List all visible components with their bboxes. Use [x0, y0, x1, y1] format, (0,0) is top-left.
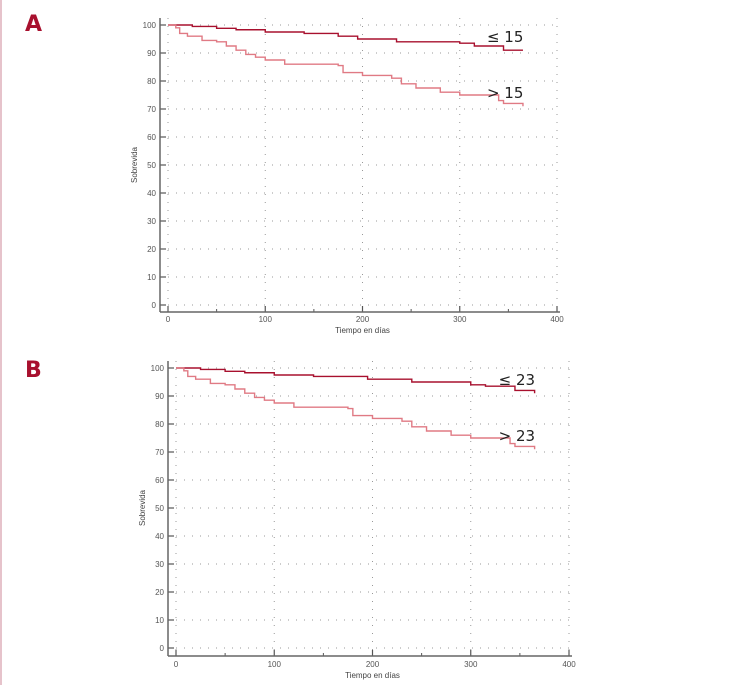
x-tick-label: 400	[562, 660, 576, 669]
y-tick-label: 80	[147, 77, 156, 86]
survival-curve-low	[176, 367, 536, 394]
panel-label-b: B	[25, 358, 42, 383]
y-tick-label: 70	[155, 448, 164, 457]
x-tick-label: 300	[464, 660, 478, 669]
survival-curve-low	[168, 24, 523, 51]
x-tick-label: 100	[259, 315, 273, 324]
x-tick-label: 200	[366, 660, 380, 669]
x-tick-label: 100	[268, 660, 282, 669]
y-tick-label: 50	[155, 504, 164, 513]
y-tick-label: 100	[151, 364, 165, 373]
y-tick-label: 40	[155, 532, 164, 541]
survival-curve-high	[176, 367, 536, 450]
y-tick-label: 10	[155, 616, 164, 625]
chart-b: 0 10 20 30 40 50 60 70 80 90 100 0 100 200 300 400 Tiemp…	[138, 361, 576, 680]
y-axis-title: Sobrevida	[130, 146, 139, 183]
x-tick-label: 200	[356, 315, 370, 324]
curve-label: > 15	[487, 84, 523, 102]
panel-label-a: A	[25, 12, 43, 37]
chart-a: 0 10 20 30 40 50 60 70 80 90 100 0 100 200 300 400 Tiemp…	[130, 18, 564, 335]
y-tick-label: 20	[147, 245, 156, 254]
y-tick-label: 100	[143, 21, 157, 30]
x-axis-title: Tiempo en días	[335, 326, 390, 335]
y-axis-title: Sobrevida	[138, 489, 147, 526]
x-tick-label: 400	[550, 315, 564, 324]
curve-label: > 23	[499, 427, 535, 445]
x-axis-title: Tiempo en días	[345, 671, 400, 680]
x-tick-label: 300	[453, 315, 467, 324]
y-tick-label: 30	[155, 560, 164, 569]
y-tick-label: 0	[152, 301, 157, 310]
y-tick-label: 10	[147, 273, 156, 282]
y-tick-label: 70	[147, 105, 156, 114]
y-tick-label: 80	[155, 420, 164, 429]
y-tick-label: 0	[160, 644, 165, 653]
y-tick-label: 60	[155, 476, 164, 485]
y-tick-label: 50	[147, 161, 156, 170]
y-tick-label: 60	[147, 133, 156, 142]
y-tick-label: 30	[147, 217, 156, 226]
curve-label: ≤ 23	[499, 371, 535, 389]
y-tick-label: 90	[147, 49, 156, 58]
x-tick-label: 0	[166, 315, 171, 324]
y-tick-label: 40	[147, 189, 156, 198]
curve-label: ≤ 15	[487, 28, 523, 46]
survival-curve-high	[168, 24, 524, 107]
y-tick-label: 90	[155, 392, 164, 401]
page-left-rule	[0, 0, 2, 685]
y-tick-label: 20	[155, 588, 164, 597]
x-tick-label: 0	[174, 660, 179, 669]
